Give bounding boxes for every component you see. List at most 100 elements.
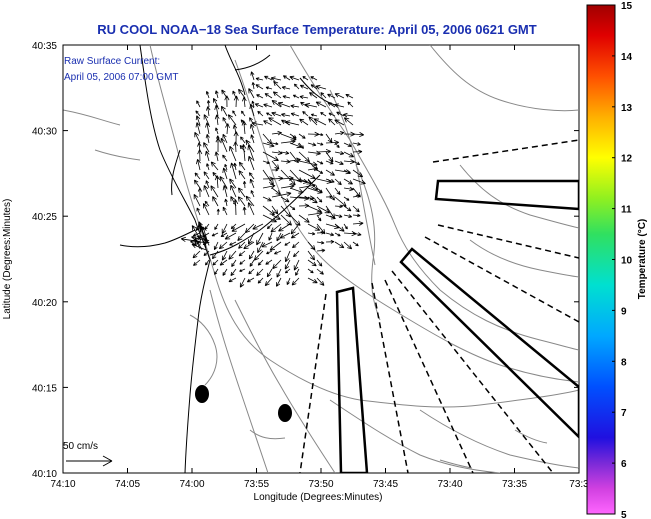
current-vector xyxy=(237,232,246,241)
current-vector xyxy=(194,172,201,180)
current-vector xyxy=(214,268,219,275)
current-vector xyxy=(205,134,210,144)
current-vector xyxy=(334,93,345,99)
current-vector xyxy=(233,95,239,108)
current-vector xyxy=(193,193,201,207)
map-panel: Raw Surface Current: April 05, 2006 07:0… xyxy=(2,41,589,503)
current-vector xyxy=(298,142,304,149)
current-vector xyxy=(281,85,291,90)
current-vector xyxy=(256,94,264,99)
current-vector xyxy=(214,114,220,126)
current-vector xyxy=(343,223,348,230)
temperature-colorbar: 15 14 13 12 11 10 9 8 7 6 5 Temperature (°C) xyxy=(586,1,648,519)
current-vector xyxy=(315,84,327,90)
current-vector xyxy=(269,241,282,251)
current-vector xyxy=(248,268,255,275)
current-vector xyxy=(343,169,351,174)
current-vector xyxy=(231,223,246,232)
current-vector xyxy=(273,80,282,90)
current-vector xyxy=(325,151,334,163)
current-vector xyxy=(352,132,365,137)
current-vector xyxy=(307,223,321,231)
current-vector xyxy=(343,151,355,158)
current-vector xyxy=(307,142,317,147)
current-vector xyxy=(284,268,291,274)
coastline xyxy=(63,45,336,473)
current-vector xyxy=(214,223,219,230)
current-vector xyxy=(249,178,255,189)
scale-label: 50 cm/s xyxy=(63,441,98,452)
y-tick-label: 40:30 xyxy=(32,127,57,138)
current-vector xyxy=(281,112,291,118)
current-vector xyxy=(316,187,323,193)
current-vector xyxy=(343,117,354,126)
current-vector xyxy=(231,259,237,267)
current-vector xyxy=(290,223,300,235)
current-vector xyxy=(219,176,228,189)
current-vector xyxy=(309,92,318,99)
current-vector xyxy=(241,144,247,162)
current-vector xyxy=(214,104,220,117)
current-vector xyxy=(286,277,291,285)
current-vector xyxy=(221,250,228,261)
current-vector xyxy=(230,223,237,230)
current-vector xyxy=(280,196,290,203)
current-vector xyxy=(313,118,327,126)
current-vector xyxy=(215,137,221,153)
current-vector xyxy=(238,161,246,171)
current-vector xyxy=(298,133,306,139)
current-vector xyxy=(245,195,255,207)
current-vector xyxy=(289,157,301,163)
current-vector xyxy=(271,160,280,170)
current-vector xyxy=(352,169,364,178)
current-vector xyxy=(210,185,219,198)
current-vector xyxy=(282,95,291,99)
current-vector xyxy=(352,221,364,226)
current-vector xyxy=(298,178,312,185)
current-vector xyxy=(216,208,220,216)
current-vector xyxy=(224,232,237,240)
current-vector xyxy=(221,223,228,235)
current-vector xyxy=(229,241,237,246)
current-vector xyxy=(180,236,201,243)
current-vector xyxy=(299,95,309,100)
x-tick-label: 73:35 xyxy=(502,479,527,490)
current-vector xyxy=(289,133,297,139)
y-tick-label: 40:15 xyxy=(32,383,57,394)
current-vector xyxy=(210,161,219,171)
current-vector xyxy=(222,133,228,144)
current-vector xyxy=(242,96,247,108)
colorbar-tick-label: 15 xyxy=(621,1,633,12)
current-vector xyxy=(307,259,317,267)
current-vector xyxy=(251,82,256,90)
current-vector xyxy=(228,250,237,260)
current-vector xyxy=(334,214,343,218)
colorbar-tick-label: 8 xyxy=(621,357,627,368)
current-vector xyxy=(302,111,309,117)
lane-east xyxy=(399,247,579,439)
current-vector xyxy=(192,250,201,259)
current-vector xyxy=(352,178,366,185)
current-vector xyxy=(352,241,359,247)
current-vector xyxy=(325,178,335,183)
current-vector xyxy=(213,97,219,108)
current-vector xyxy=(293,250,300,258)
inset-current-label: Raw Surface Current: xyxy=(64,56,160,67)
current-vector xyxy=(271,191,292,198)
current-vector xyxy=(352,194,361,199)
current-vector xyxy=(343,196,350,201)
current-vector xyxy=(249,103,255,117)
current-vector xyxy=(280,150,290,155)
current-vector xyxy=(230,268,237,277)
current-vector xyxy=(336,111,345,117)
current-vector xyxy=(282,75,291,81)
current-vector xyxy=(325,239,335,244)
current-vector xyxy=(250,71,255,81)
current-vector xyxy=(334,131,345,136)
current-vector xyxy=(270,76,282,82)
y-tick-label: 40:20 xyxy=(32,298,57,309)
current-vector xyxy=(262,160,270,165)
current-vector xyxy=(251,121,264,127)
current-vector xyxy=(316,205,331,214)
current-vector xyxy=(270,223,282,233)
